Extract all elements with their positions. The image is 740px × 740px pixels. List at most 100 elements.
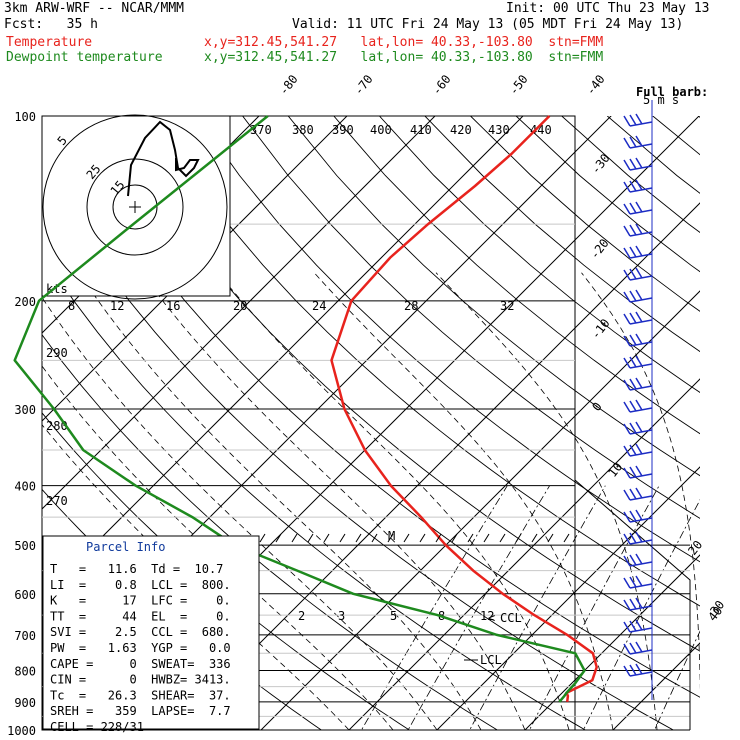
pressure-tick-label: 400 [14,480,36,494]
theta-label: 440 [530,123,552,137]
moist-adiabat-line [581,272,700,690]
mixing-ratio-label: 2 [298,609,305,623]
wind-barb [623,619,653,633]
wind-barb [623,223,653,237]
moist-adiabat-line [42,365,394,730]
mixing-ratio-label: 32 [500,299,514,313]
mixing-ratio-line [654,630,700,730]
mixing-ratio-line [407,485,550,730]
level-tick [339,533,346,543]
level-tick [419,533,426,543]
parcel-info-row: CAPE = 0 SWEAT= 336 [50,657,231,671]
dry-adiabat-line [42,333,499,730]
parcel-info-row: Tc = 26.3 SHEAR= 37. [50,688,231,702]
mixing-ratio-label: 16 [166,299,180,313]
temperature-tick-label: -30 [588,151,612,177]
parcel-info-row: PW = 1.63 YGP = 0.0 [50,641,231,655]
mixing-ratio-line [582,499,700,730]
temperature-tick-label: -60 [429,72,453,98]
temperature-tick-label: 0 [589,400,604,414]
theta-label: 430 [488,123,510,137]
theta-label: 400 [370,123,392,137]
level-tick [515,533,522,543]
level-tick [547,533,554,543]
pressure-tick-label: 900 [14,696,36,710]
wind-barb [623,531,653,545]
init-time: Init: 00 UTC Thu 23 May 13 [506,1,710,16]
valid-time: Valid: 11 UTC Fri 24 May 13 (05 MDT Fri … [292,17,684,32]
wind-barb [623,267,653,281]
wind-barb [623,245,653,259]
theta-label: 380 [292,123,314,137]
lower-plot-boundary [574,479,691,730]
mixing-ratio-label: 12 [480,609,494,623]
wind-barb [623,377,653,391]
dewpoint-location-info: x,y=312.45,541.27 lat,lon= 40.33,-103.80… [204,50,604,65]
theta-side-label: 290 [46,346,68,360]
sounding-profiles [13,115,598,703]
theta-label: 410 [410,123,432,137]
dry-adiabat-line [42,168,675,730]
pressure-tick-label: 300 [14,403,36,417]
model-title: 3km ARW-WRF -- NCAR/MMM [4,1,185,16]
isotherm-line [42,116,348,422]
parcel-info-row: T = 11.6 Td = 10.7 [50,562,223,576]
parcel-info-row: CIN = 0 HWBZ= 3413. [50,673,231,687]
isotherm-line [524,554,700,730]
temperature-tick-label: -50 [506,72,530,98]
parcel-info-row: TT = 44 EL = 0. [50,609,231,623]
dewpoint-legend-label: Dewpoint temperature [6,50,163,65]
temperature-tick-label: -80 [276,72,300,98]
wind-barb [623,333,653,347]
level-tick [275,533,282,543]
hodograph-frame [41,115,231,297]
wind-barb [623,113,653,127]
barb-legend-units: 5 m s [643,93,679,107]
wind-barb [623,157,653,171]
wind-barb [623,399,653,413]
level-tick [403,533,410,543]
mixing-ratio-label: 28 [404,299,418,313]
wind-barb [623,553,653,567]
mixing-ratio-label: 12 [110,299,124,313]
wind-barb [623,355,653,369]
parcel-info-frame [42,535,260,730]
moist-adiabat-line [217,272,570,730]
wind-barb [623,135,653,149]
ccl-arrow: < [488,611,495,625]
level-tick [291,533,298,543]
level-tick [467,533,474,543]
temperature-profile [330,115,598,703]
isotherm-line [348,378,700,730]
level-tick [371,533,378,543]
mixing-ratio-label: 8 [68,299,75,313]
mixing-ratio-label: 3 [338,609,345,623]
parcel-info-row: K = 17 LFC = 0. [50,594,231,608]
level-tick [451,533,458,543]
pressure-tick-label: 200 [14,295,36,309]
wind-barb [623,443,653,457]
level-tick [355,533,362,543]
dry-adiabat-line [59,116,700,698]
level-tick [435,533,442,543]
isotherm-line [42,116,524,598]
dry-adiabat-line [105,116,700,652]
mixing-ratio-line [469,485,606,730]
level-tick [563,533,570,543]
dry-adiabat-line [151,116,700,607]
pressure-tick-label: 100 [14,110,36,124]
wind-barb [623,201,653,215]
pressure-tick-label: 500 [14,539,36,553]
pressure-tick-label: 800 [14,664,36,678]
forecast-hour: Fcst: 35 h [4,17,98,32]
theta-side-label: 270 [46,494,68,508]
isotherm-line [436,466,700,730]
wind-barb [623,509,653,523]
isotherm-line [42,116,436,510]
level-tick [323,533,330,543]
level-tick [483,533,490,543]
temperature-tick-label: 10 [605,460,625,480]
wind-barb [623,311,653,325]
level-tick [307,533,314,543]
